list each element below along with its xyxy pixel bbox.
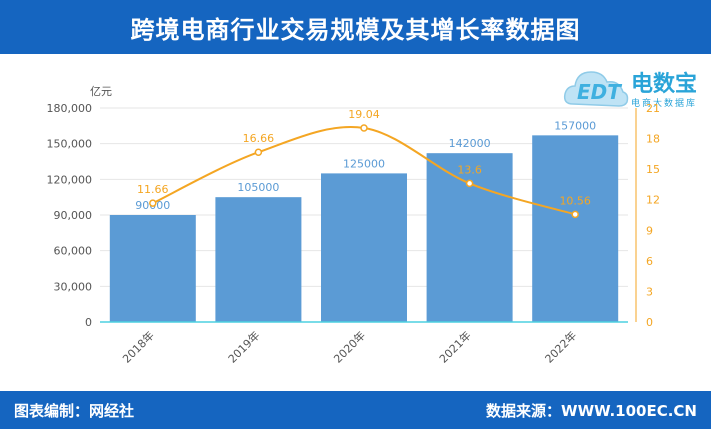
line-point: [254, 148, 263, 156]
y2-tick-label: 18: [646, 133, 660, 146]
line-point: [360, 124, 368, 132]
y-tick-label: 90,000: [54, 209, 93, 222]
line-series: 11.66 16.66 19.04 13.6 10.56: [137, 108, 591, 219]
logo-brand: 电数宝: [631, 72, 698, 97]
bar-value-label: 142000: [449, 137, 491, 150]
x-tick-label: 2018年: [119, 328, 156, 365]
y-tick-label: 30,000: [54, 280, 93, 293]
cloud-icon: [563, 71, 629, 107]
x-tick-label: 2022年: [542, 328, 579, 365]
bar-value-label: 157000: [554, 119, 596, 132]
line-value-label: 11.66: [137, 183, 169, 196]
line-point: [149, 199, 157, 207]
bar: [321, 173, 407, 322]
line-value-label: 19.04: [348, 108, 380, 121]
y-tick-label: 120,000: [47, 173, 93, 186]
footer-banner: 图表编制：网经社 数据来源：WWW.100EC.CN: [0, 391, 711, 429]
y2-tick-label: 21: [646, 102, 660, 115]
chart-title: 跨境电商行业交易规模及其增长率数据图: [130, 15, 581, 44]
line-value-label: 16.66: [243, 132, 275, 145]
y2-tick-label: 6: [646, 255, 653, 268]
y-tick-label: 60,000: [54, 245, 93, 258]
y2-tick-label: 15: [646, 163, 660, 176]
logo-mark: EDT: [577, 80, 621, 104]
bar: [426, 153, 513, 322]
y-tick-label: 150,000: [47, 138, 93, 151]
footer-credit: 图表编制：网经社: [14, 401, 135, 420]
line-point: [465, 179, 474, 188]
y2-tick-label: 3: [646, 285, 653, 298]
y-tick-label: 180,000: [47, 102, 93, 115]
bar: [109, 215, 196, 322]
bar-value-label: 105000: [237, 181, 279, 194]
logo-subtitle: 电商大数据库: [631, 99, 698, 109]
x-tick-label: 2021年: [436, 328, 473, 365]
logo: EDT 电数宝 电商大数据库: [563, 60, 705, 118]
header-banner: 跨境电商行业交易规模及其增长率数据图: [0, 0, 711, 54]
line-value-label: 13.6: [457, 163, 482, 176]
bar: [215, 197, 302, 322]
y-axis-label: 亿元: [90, 85, 112, 98]
bar-value-label: 125000: [343, 157, 385, 170]
y2-tick-label: 0: [646, 316, 653, 329]
x-tick-label: 2020年: [331, 328, 368, 365]
x-tick-label: 2019年: [225, 328, 262, 365]
line-value-label: 10.56: [559, 194, 591, 207]
y2-tick-label: 12: [646, 194, 660, 207]
y2-tick-label: 9: [646, 224, 653, 237]
bar: [532, 135, 619, 322]
line-point: [571, 210, 579, 219]
bar-series: 90000105000125000142000157000: [109, 119, 619, 322]
y-tick-label: 0: [85, 316, 92, 329]
footer-source: 数据来源：WWW.100EC.CN: [486, 401, 697, 420]
